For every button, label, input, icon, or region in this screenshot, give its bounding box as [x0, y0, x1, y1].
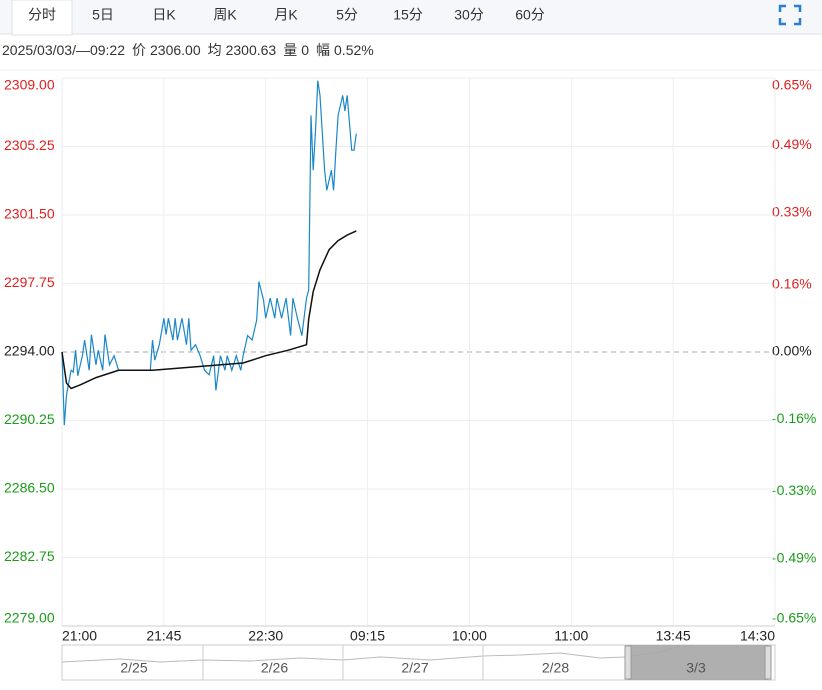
y-tick-label: 2290.25: [4, 411, 55, 427]
navigator: 2/25 2/26 2/27 2/28 3/3: [61, 644, 776, 681]
tab[interactable]: 日K: [152, 7, 176, 23]
navigator-label: 2/26: [261, 660, 288, 676]
x-tick-label: 21:00: [62, 628, 97, 644]
y-tick-label: 2294.00: [4, 343, 55, 359]
y2-tick-label: 0.00%: [772, 343, 812, 359]
y-tick-label: 2305.25: [4, 137, 55, 153]
navigator-label: 2/28: [542, 660, 569, 676]
x-tick-label: 13:45: [656, 628, 691, 644]
navigator-label: 2/25: [120, 660, 147, 676]
tab[interactable]: 15分: [393, 7, 423, 23]
fullscreen-glyph[interactable]: [778, 4, 802, 26]
y2-tick-label: -0.16%: [772, 410, 816, 426]
navigator-label: 3/3: [686, 660, 706, 676]
info-line: 2025/03/03/—09:22 价 2306.00 均 2300.63 量 0 幅 0.52…: [2, 42, 374, 58]
info-range-label: 幅: [316, 42, 330, 58]
y-tick-label: 2297.75: [4, 274, 55, 290]
info-range: 0.52%: [334, 42, 374, 58]
info-datetime: 2025/03/03/—09:22: [2, 42, 125, 58]
tab[interactable]: 5日: [92, 7, 114, 23]
tab[interactable]: 60分: [515, 7, 545, 23]
x-tick-label: 09:15: [350, 628, 385, 644]
y2-tick-label: -0.49%: [772, 549, 816, 565]
y2-tick-label: 0.49%: [772, 136, 812, 152]
navigator-label: 2/27: [401, 660, 428, 676]
y2-tick-label: -0.33%: [772, 482, 816, 498]
info-avg-label: 均: [208, 42, 222, 58]
y2-tick-label: -0.65%: [772, 610, 816, 626]
y2-tick-label: 0.16%: [772, 275, 812, 291]
y-tick-label: 2286.50: [4, 480, 55, 496]
x-tick-label: 22:30: [248, 628, 283, 644]
info-price: 2306.00: [150, 42, 201, 58]
tab[interactable]: 30分: [454, 7, 484, 23]
info-volume-label: 量: [283, 42, 297, 58]
average-line: [61, 230, 357, 390]
y-tick-label: 2301.50: [4, 206, 55, 222]
x-tick-label: 14:30: [740, 628, 775, 644]
navigator-handle[interactable]: [624, 645, 632, 680]
info-volume: 0: [301, 42, 309, 58]
x-tick-label: 10:00: [452, 628, 487, 644]
x-tick-label: 11:00: [554, 628, 588, 644]
y-tick-label: 2279.00: [4, 610, 55, 626]
tab-bar: [0, 0, 822, 34]
tab[interactable]: 月K: [274, 7, 298, 23]
fullscreen-icon[interactable]: [778, 4, 802, 26]
navigator-handle[interactable]: [764, 645, 772, 680]
y-tick-label: 2282.75: [4, 548, 55, 564]
y2-tick-label: 0.65%: [772, 77, 812, 93]
tab[interactable]: 分时: [28, 7, 56, 23]
info-price-label: 价: [132, 42, 146, 58]
navigator-selection[interactable]: [628, 645, 768, 680]
tab[interactable]: 5分: [336, 7, 358, 23]
y2-tick-label: 0.33%: [772, 204, 812, 220]
info-avg: 2300.63: [226, 42, 277, 58]
price-line: [61, 80, 357, 426]
navigator-overview: [61, 645, 681, 663]
y-tick-label: 2309.00: [4, 77, 55, 93]
tab[interactable]: 周K: [213, 7, 237, 23]
active-tab-bg: [11, 0, 73, 36]
x-tick-label: 21:45: [146, 628, 181, 644]
